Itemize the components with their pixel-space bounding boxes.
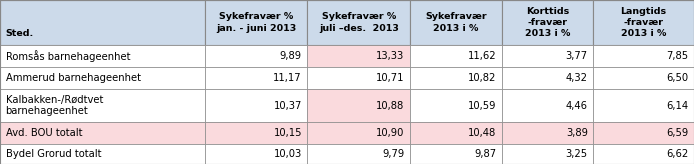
Bar [307,122,410,144]
Text: 3,89: 3,89 [566,128,588,138]
Bar [593,67,694,89]
Text: Korttids
-fravær
2013 i %: Korttids -fravær 2013 i % [525,7,570,38]
Text: 4,32: 4,32 [566,73,588,83]
Text: 6,50: 6,50 [666,73,688,83]
Bar [502,67,593,89]
Text: 9,89: 9,89 [280,51,302,61]
Bar [0,89,205,122]
Bar [593,144,694,164]
Text: 3,25: 3,25 [566,149,588,159]
Bar [502,122,593,144]
Text: 9,79: 9,79 [382,149,405,159]
Text: 6,59: 6,59 [666,128,688,138]
Text: 11,17: 11,17 [273,73,302,83]
Bar [410,45,502,67]
Text: 10,90: 10,90 [376,128,405,138]
Text: 10,37: 10,37 [273,101,302,111]
Bar [205,122,307,144]
Text: 10,48: 10,48 [468,128,496,138]
Bar [502,89,593,122]
Text: 10,71: 10,71 [376,73,405,83]
Text: 10,15: 10,15 [273,128,302,138]
Text: 13,33: 13,33 [376,51,405,61]
Text: 10,88: 10,88 [376,101,405,111]
Text: Avd. BOU totalt: Avd. BOU totalt [6,128,82,138]
Bar [502,0,593,45]
Text: 9,87: 9,87 [474,149,496,159]
Bar [410,144,502,164]
Text: Romsås barnehageenhet: Romsås barnehageenhet [6,50,130,62]
Text: Kalbakken-/Rødtvet
barnehageenhet: Kalbakken-/Rødtvet barnehageenhet [6,95,103,116]
Text: 10,82: 10,82 [468,73,496,83]
Bar [307,67,410,89]
Bar [593,0,694,45]
Bar [307,89,410,122]
Bar [0,0,205,45]
Bar [593,122,694,144]
Bar [410,67,502,89]
Bar [205,67,307,89]
Text: Sykefravær
2013 i %: Sykefravær 2013 i % [425,12,486,32]
Text: Sykefravær %
jan. - juni 2013: Sykefravær % jan. - juni 2013 [216,12,296,32]
Bar [307,0,410,45]
Bar [205,144,307,164]
Bar [502,144,593,164]
Text: Bydel Grorud totalt: Bydel Grorud totalt [6,149,101,159]
Text: Sykefravær %
juli –des.  2013: Sykefravær % juli –des. 2013 [319,12,399,32]
Bar [593,45,694,67]
Text: 4,46: 4,46 [566,101,588,111]
Bar [205,89,307,122]
Bar [205,0,307,45]
Text: 10,59: 10,59 [468,101,496,111]
Bar [0,122,205,144]
Bar [502,45,593,67]
Bar [410,0,502,45]
Text: 7,85: 7,85 [666,51,688,61]
Bar [0,45,205,67]
Bar [205,45,307,67]
Bar [0,67,205,89]
Bar [410,89,502,122]
Bar [410,122,502,144]
Bar [307,144,410,164]
Text: Ammerud barnehageenhet: Ammerud barnehageenhet [6,73,141,83]
Bar [307,45,410,67]
Text: 3,77: 3,77 [566,51,588,61]
Text: 10,03: 10,03 [273,149,302,159]
Text: 11,62: 11,62 [468,51,496,61]
Bar [0,144,205,164]
Text: Langtids
-fravær
2013 i %: Langtids -fravær 2013 i % [620,7,667,38]
Text: Sted.: Sted. [6,30,34,38]
Text: 6,62: 6,62 [666,149,688,159]
Text: 6,14: 6,14 [666,101,688,111]
Bar [593,89,694,122]
